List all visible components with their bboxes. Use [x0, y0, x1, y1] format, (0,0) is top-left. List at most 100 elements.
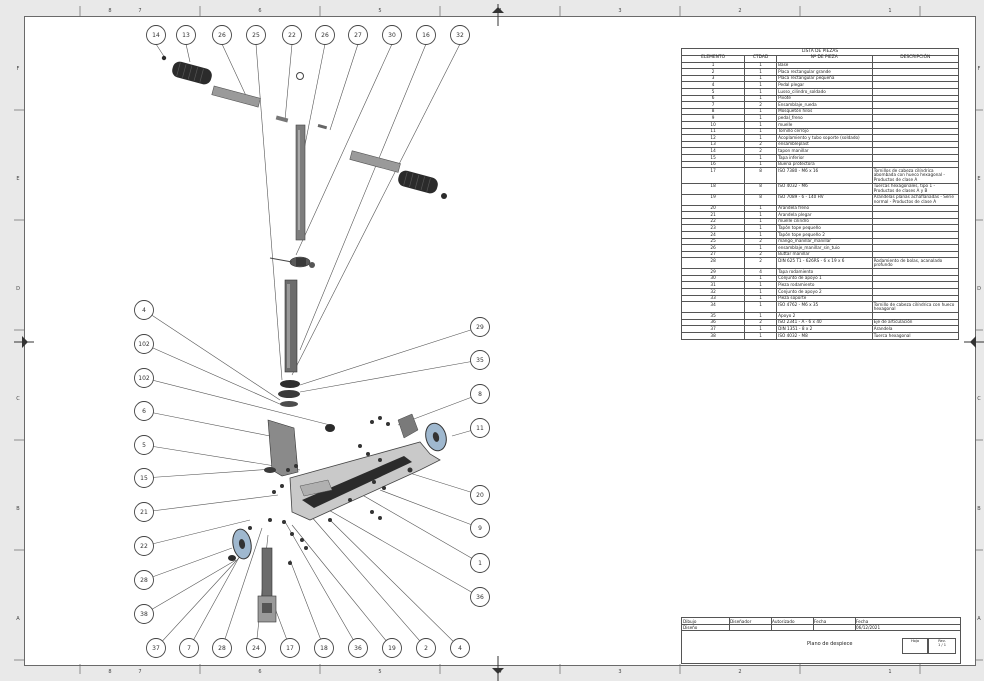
balloon-bottom: 4: [450, 638, 470, 658]
handlebar-end-cap-right: [441, 193, 447, 199]
cell-quantity: 1: [744, 107, 777, 116]
header-quantity: CTDAD: [744, 54, 777, 63]
leader-lines: [143, 43, 481, 649]
cell-description: Tuercas hexagonales, tipo 1 - Productos …: [871, 182, 960, 195]
cell-description: Tuerca hexagonal: [871, 332, 960, 340]
cell-description: [871, 107, 960, 116]
cell-element: 21: [680, 211, 746, 219]
balloon-top: 32: [450, 25, 470, 45]
zone-row-label: C: [16, 396, 20, 402]
cell-part-number: Arandela plegar: [775, 211, 873, 219]
balloon-right: 11: [470, 418, 490, 438]
balloon-right: 9: [470, 518, 490, 538]
parts-list-row: 38 1 ISO 4032 - M8 Tuerca hexagonal: [680, 332, 960, 340]
zone-col-label: 6: [258, 8, 261, 14]
balloon-left: 6: [134, 401, 154, 421]
balloon-label: 22: [140, 543, 148, 550]
balloon-left: 5: [134, 435, 154, 455]
cell-description: [871, 250, 960, 259]
cell-part-number: Base: [775, 61, 873, 70]
cell-quantity: 1: [744, 61, 777, 70]
parts-list-row: 16 1 Buena protectora: [680, 160, 960, 169]
title-block-row-2: Diseño 06/12/2021: [682, 624, 960, 631]
cell-element: 17: [680, 167, 746, 184]
cell-quantity: 1: [744, 88, 777, 96]
cell-element: 4: [680, 81, 746, 89]
cell-element: 6: [680, 94, 746, 103]
parts-list-row: 17 8 ISO 7380 - M6 x 16 Tornillos de cabeza…: [680, 167, 960, 184]
balloon-label: 29: [476, 324, 484, 331]
zone-col-label: 3: [618, 669, 621, 675]
tb-value-design: Diseño: [682, 624, 730, 630]
cell-element: 29: [680, 268, 746, 276]
parts-list-row: 7 2 Ensamblaje_rueda: [680, 101, 960, 109]
zone-col-label: 2: [738, 669, 741, 675]
cell-element: 13: [680, 140, 746, 149]
balloon-label: 28: [218, 645, 226, 652]
cell-part-number: ISO 4032 - M8: [775, 332, 873, 340]
zone-col-label: 5: [378, 8, 381, 14]
zone-row-label: B: [977, 506, 981, 512]
steering-column: [269, 256, 335, 432]
zone-row-label: D: [16, 286, 20, 292]
parts-list-row: 31 1 Pieza rodamiento: [680, 281, 960, 290]
cell-quantity: 1: [744, 244, 777, 252]
balloon-label: 35: [476, 357, 484, 364]
cell-element: 2: [680, 68, 746, 76]
balloon-top: 27: [348, 25, 368, 45]
balloon-bottom: 17: [280, 638, 300, 658]
cell-element: 14: [680, 147, 746, 155]
cell-quantity: 2: [744, 101, 777, 109]
cell-element: 36: [680, 318, 746, 327]
parts-list-row: 8 1 Mosquetón hilos: [680, 107, 960, 116]
cell-part-number: Tapa inferior: [775, 153, 873, 162]
zone-col-label: 2: [738, 8, 741, 14]
balloon-right: 35: [470, 350, 490, 370]
cell-quantity: 1: [744, 120, 777, 129]
balloon-label: 21: [140, 509, 148, 516]
rev-label: Rev.: [938, 639, 946, 643]
cell-element: 20: [680, 204, 746, 213]
headset-ring-2: [278, 390, 300, 398]
cell-quantity: 1: [744, 94, 777, 103]
cell-quantity: 1: [744, 134, 777, 142]
cell-quantity: 1: [744, 127, 777, 136]
cell-element: 32: [680, 288, 746, 296]
balloon-bottom: 2: [416, 638, 436, 658]
cell-description: [871, 114, 960, 122]
parts-list-row: 4 1 Pedal plegar: [680, 81, 960, 89]
cell-part-number: Tapa rodamiento: [775, 268, 873, 276]
handlebar-end-cap-left: [161, 55, 167, 61]
cell-description: Arandela: [871, 325, 960, 334]
cell-quantity: 1: [744, 294, 777, 303]
header-part-number: Nº DE PIEZA: [775, 54, 873, 63]
zone-col-label: 3: [618, 8, 621, 14]
cell-element: 33: [680, 294, 746, 303]
registration-mark-left: [14, 336, 34, 348]
parts-list-row: 34 1 ISO 4762 - M6 x 35 Tornillo de cabeza …: [680, 301, 960, 314]
balloon-top: 26: [212, 25, 232, 45]
balloon-bottom: 19: [382, 638, 402, 658]
balloon-label: 6: [142, 408, 146, 415]
cell-description: [871, 230, 960, 239]
cell-element: 28: [680, 257, 746, 270]
parts-list-row: 13 2 ensambleplast: [680, 140, 960, 149]
balloon-label: 37: [152, 645, 160, 652]
cell-element: 15: [680, 153, 746, 162]
parts-list-row: 37 1 DIN 1351 - 8 x 2 Arandela: [680, 325, 960, 334]
cell-part-number: Apoyo 2: [775, 312, 873, 320]
balloon-right: 29: [470, 317, 490, 337]
parts-list-row: 9 1 pedal_freno: [680, 114, 960, 122]
cell-quantity: 8: [744, 193, 777, 206]
balloon-label: 15: [140, 475, 148, 482]
balloon-label: 1: [478, 560, 482, 567]
headset-ring-1: [280, 380, 300, 388]
cell-part-number: ensambleplast: [775, 140, 873, 149]
cell-quantity: 1: [744, 81, 777, 89]
cell-description: Arandelas planas achaflanadas - Serie no…: [871, 193, 960, 206]
parts-list-row: 10 1 muelle: [680, 120, 960, 129]
cell-description: [871, 211, 960, 219]
tb-label-date-2: Fecha: [856, 618, 869, 624]
cell-description: [871, 120, 960, 129]
cell-quantity: 1: [744, 224, 777, 232]
